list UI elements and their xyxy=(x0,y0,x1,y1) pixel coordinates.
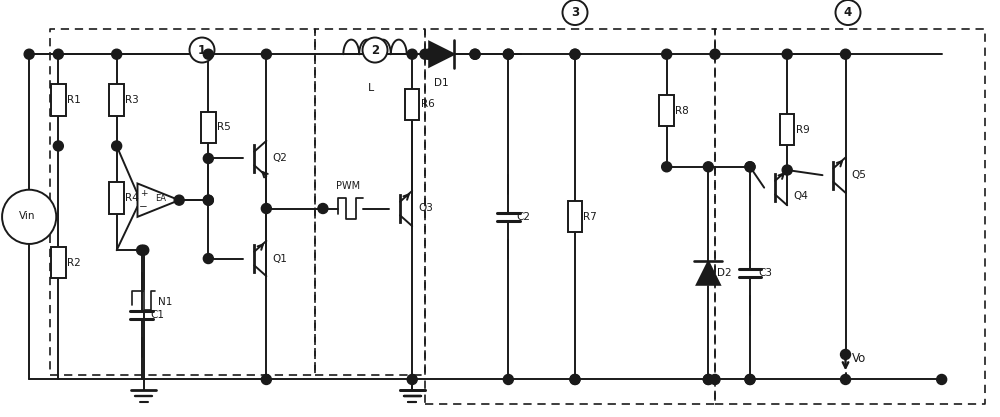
Text: R4: R4 xyxy=(125,193,139,203)
Text: 1: 1 xyxy=(198,43,206,57)
Circle shape xyxy=(782,165,792,175)
Text: Q2: Q2 xyxy=(273,153,287,163)
Circle shape xyxy=(570,49,580,59)
Circle shape xyxy=(745,162,755,172)
Circle shape xyxy=(710,374,720,384)
Circle shape xyxy=(710,49,720,59)
Text: Vo: Vo xyxy=(852,352,866,365)
Circle shape xyxy=(503,374,513,384)
Text: R5: R5 xyxy=(217,122,230,132)
Text: R3: R3 xyxy=(125,95,139,105)
Bar xyxy=(51,85,66,116)
Circle shape xyxy=(362,38,388,63)
Circle shape xyxy=(203,195,213,205)
Circle shape xyxy=(570,374,580,384)
Circle shape xyxy=(261,203,271,214)
Circle shape xyxy=(203,153,213,163)
Text: PWM: PWM xyxy=(336,181,360,191)
Text: R7: R7 xyxy=(583,212,597,222)
Circle shape xyxy=(139,245,149,255)
Circle shape xyxy=(407,49,417,59)
Text: Vin: Vin xyxy=(19,211,35,221)
Circle shape xyxy=(112,49,122,59)
Polygon shape xyxy=(429,42,454,67)
Circle shape xyxy=(407,374,417,384)
Circle shape xyxy=(53,141,63,151)
Bar xyxy=(201,112,216,143)
Bar xyxy=(109,85,124,116)
Circle shape xyxy=(470,49,480,59)
Circle shape xyxy=(745,162,755,172)
Text: R8: R8 xyxy=(675,106,689,116)
Circle shape xyxy=(470,49,480,59)
Polygon shape xyxy=(138,183,179,217)
Text: Q5: Q5 xyxy=(852,170,867,180)
Circle shape xyxy=(562,0,588,25)
Circle shape xyxy=(424,49,434,59)
Text: R9: R9 xyxy=(796,125,809,135)
Circle shape xyxy=(745,374,755,384)
Text: C1: C1 xyxy=(150,310,164,320)
Text: C3: C3 xyxy=(758,268,772,278)
Bar xyxy=(659,95,674,126)
Bar xyxy=(51,247,66,279)
Circle shape xyxy=(937,374,947,384)
Circle shape xyxy=(203,195,213,205)
Circle shape xyxy=(782,49,792,59)
Circle shape xyxy=(174,195,184,205)
Circle shape xyxy=(841,349,851,359)
Circle shape xyxy=(261,374,271,384)
Circle shape xyxy=(53,49,63,59)
Circle shape xyxy=(2,190,56,244)
Text: Q3: Q3 xyxy=(418,203,433,214)
Bar xyxy=(109,183,124,214)
Text: R2: R2 xyxy=(67,258,80,268)
Text: Q1: Q1 xyxy=(273,254,287,264)
Circle shape xyxy=(318,203,328,214)
Text: N1: N1 xyxy=(158,297,173,307)
Bar xyxy=(405,89,419,120)
Circle shape xyxy=(503,49,513,59)
Circle shape xyxy=(503,49,513,59)
Text: 3: 3 xyxy=(571,6,579,19)
Text: R1: R1 xyxy=(67,95,80,105)
Text: 2: 2 xyxy=(371,43,379,57)
Circle shape xyxy=(836,0,860,25)
Circle shape xyxy=(703,374,713,384)
Text: D2: D2 xyxy=(717,268,731,278)
Circle shape xyxy=(662,162,672,172)
Text: EA: EA xyxy=(155,194,166,203)
Text: +: + xyxy=(140,189,148,198)
Circle shape xyxy=(137,245,147,255)
Circle shape xyxy=(662,49,672,59)
Circle shape xyxy=(420,49,430,59)
Circle shape xyxy=(703,374,713,384)
Circle shape xyxy=(841,374,851,384)
Circle shape xyxy=(112,141,122,151)
Text: 4: 4 xyxy=(844,6,852,19)
Circle shape xyxy=(203,49,213,59)
Text: Q4: Q4 xyxy=(793,191,808,201)
Circle shape xyxy=(703,162,713,172)
Bar xyxy=(568,201,582,233)
Text: R6: R6 xyxy=(421,99,434,109)
Circle shape xyxy=(570,49,580,59)
Circle shape xyxy=(570,374,580,384)
Circle shape xyxy=(424,49,434,59)
Circle shape xyxy=(190,38,215,63)
Text: D1: D1 xyxy=(434,78,449,88)
Text: −: − xyxy=(139,203,148,213)
Circle shape xyxy=(261,49,271,59)
Text: L: L xyxy=(368,83,374,93)
Circle shape xyxy=(841,49,851,59)
Bar xyxy=(780,114,794,146)
Polygon shape xyxy=(697,261,720,285)
Circle shape xyxy=(203,254,213,264)
Circle shape xyxy=(24,49,34,59)
Text: C2: C2 xyxy=(517,212,531,222)
Circle shape xyxy=(745,374,755,384)
